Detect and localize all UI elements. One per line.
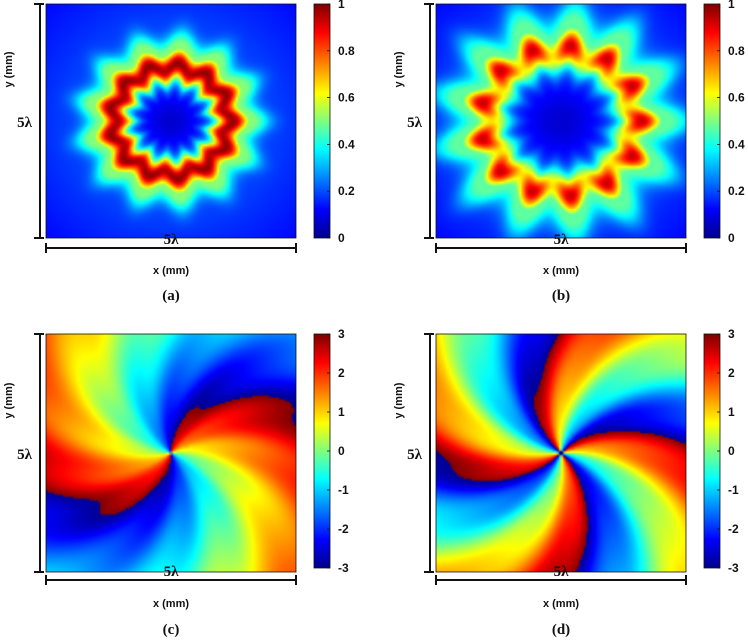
colorbar-tick-label: 0.2 [728,184,745,198]
x-axis-label: x (mm) [543,598,579,610]
panel-label: (b) [552,288,570,304]
y-axis-label: y (mm) [3,51,15,87]
colorbar: 0 0.2 0.4 0.6 0.8 1 [313,0,355,245]
colorbar-tick-label: 1 [338,0,345,11]
colorbar-tick-label: -3 [338,561,349,575]
colorbar-tick-label: 3 [728,327,735,341]
y-extent-label: 5λ [17,447,33,463]
x-axis-label: x (mm) [153,265,189,277]
colorbar-tick-label: 2 [728,366,735,380]
x-axis-label: x (mm) [543,265,579,277]
colorbar-tick-label: -1 [338,483,349,497]
x-extent-label: 5λ [554,564,570,580]
y-axis-label: y (mm) [393,382,405,418]
colorbar-tick-label: 0.4 [338,137,355,151]
y-extent-label: 5λ [407,115,423,131]
x-extent-label: 5λ [164,232,180,248]
heatmap-image [436,334,686,572]
x-extent-bracket [435,575,687,585]
colorbar: -3 -2 -1 0 1 2 3 [703,327,739,575]
heatmap-image [46,334,296,572]
colorbar-tick-label: 0.2 [338,184,355,198]
colorbar-tick-label: 1 [728,0,735,11]
colorbar-tick-label: 0 [728,231,735,245]
colorbar-gradient [704,4,720,238]
panel-label: (a) [162,288,180,304]
chart-panel-2: 5λ y (mm) 5λ x (mm) (b) 0 0.2 0.4 0.6 0.8 1 [393,0,745,304]
colorbar-tick-label: -2 [338,522,349,536]
colorbar-tick-label: 0 [338,231,345,245]
y-extent-bracket [424,3,434,239]
chart-panel-3: 5λ y (mm) 5λ x (mm) (c) -3 -2 -1 0 1 2 3 [3,327,349,638]
panel-label: (c) [163,622,180,638]
colorbar-tick-label: 0.8 [728,44,745,58]
colorbar-gradient [314,334,330,568]
y-extent-label: 5λ [17,115,33,131]
y-axis-label: y (mm) [3,382,15,418]
x-extent-bracket [45,243,297,253]
colorbar-tick-label: 0.4 [728,137,745,151]
chart-panel-1: 5λ y (mm) 5λ x (mm) (a) 0 0.2 0.4 0.6 0.8 1 [3,0,355,304]
x-extent-label: 5λ [554,232,570,248]
colorbar-tick-label: -1 [728,483,739,497]
x-extent-bracket [45,575,297,585]
y-extent-bracket [34,3,44,239]
colorbar-tick-label: 1 [728,405,735,419]
panel-label: (d) [552,622,570,638]
colorbar-tick-label: 0.6 [728,91,745,105]
colorbar: -3 -2 -1 0 1 2 3 [313,327,349,575]
x-axis-label: x (mm) [153,598,189,610]
y-extent-bracket [34,333,44,573]
colorbar-frame [703,3,721,239]
heatmap-frame [45,3,297,239]
heatmap-image [436,4,686,238]
heatmap-frame [45,333,297,573]
colorbar-tick-label: 0.8 [338,44,355,58]
y-extent-label: 5λ [407,447,423,463]
x-extent-bracket [435,243,687,253]
heatmap-frame [435,333,687,573]
colorbar-gradient [314,4,330,238]
colorbar: 0 0.2 0.4 0.6 0.8 1 [703,0,745,245]
colorbar-gradient [704,334,720,568]
colorbar-tick-label: 0 [728,444,735,458]
chart-panel-4: 5λ y (mm) 5λ x (mm) (d) -3 -2 -1 0 1 2 3 [393,327,739,638]
colorbar-tick-label: 3 [338,327,345,341]
colorbar-tick-label: -2 [728,522,739,536]
y-extent-bracket [424,333,434,573]
colorbar-tick-label: 1 [338,405,345,419]
x-extent-label: 5λ [164,564,180,580]
colorbar-tick-label: 2 [338,366,345,380]
colorbar-frame [313,3,331,239]
heatmap-image [46,4,296,238]
y-axis-label: y (mm) [393,51,405,87]
colorbar-tick-label: -3 [728,561,739,575]
heatmap-frame [435,3,687,239]
colorbar-tick-label: 0 [338,444,345,458]
colorbar-tick-label: 0.6 [338,91,355,105]
